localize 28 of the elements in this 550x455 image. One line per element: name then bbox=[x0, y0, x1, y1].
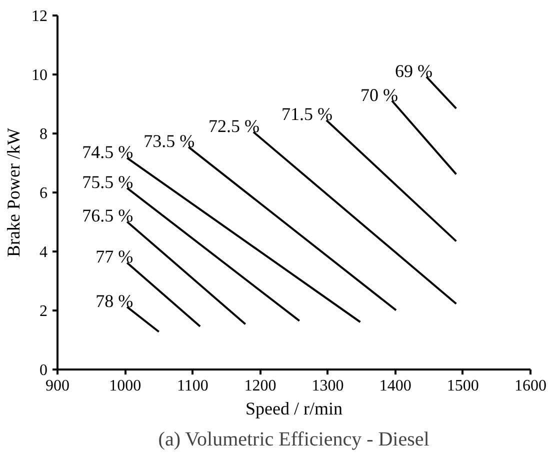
x-tick-label: 1500 bbox=[446, 378, 479, 394]
series-label: 78 % bbox=[96, 290, 134, 311]
series-label: 70 % bbox=[360, 84, 398, 105]
series-label: 76.5 % bbox=[82, 206, 134, 226]
y-tick-label: 10 bbox=[32, 67, 48, 84]
y-tick-label: 2 bbox=[40, 303, 48, 320]
y-tick-label: 12 bbox=[32, 8, 48, 25]
series-label: 71.5 % bbox=[281, 104, 332, 124]
x-axis-title: Speed / r/min bbox=[246, 398, 343, 418]
text: (a) Volumetric Efficiency - Diesel bbox=[158, 428, 430, 450]
y-tick-label: 4 bbox=[40, 244, 48, 261]
series-label: 69 % bbox=[394, 60, 432, 81]
x-tick-label: 1100 bbox=[176, 378, 208, 394]
series-label: 75.5 % bbox=[82, 172, 134, 192]
series-label: 73.5 % bbox=[144, 131, 195, 152]
y-axis-title: Brake Power /kW bbox=[4, 128, 24, 257]
series-label: 72.5 % bbox=[208, 116, 260, 136]
x-tick-label: 1400 bbox=[379, 378, 412, 394]
series-label: 74.5 % bbox=[82, 142, 134, 162]
x-tick-label: 1000 bbox=[109, 378, 142, 394]
x-tick-label: 1600 bbox=[514, 378, 546, 394]
series-label: 77 % bbox=[96, 246, 134, 267]
y-tick-label: 8 bbox=[40, 126, 48, 143]
y-tick-label: 6 bbox=[40, 185, 48, 202]
y-tick-label: 0 bbox=[40, 362, 48, 379]
x-tick-label: 1200 bbox=[244, 378, 276, 394]
x-tick-label: 1300 bbox=[312, 378, 344, 394]
x-tick-label: 900 bbox=[46, 378, 70, 394]
